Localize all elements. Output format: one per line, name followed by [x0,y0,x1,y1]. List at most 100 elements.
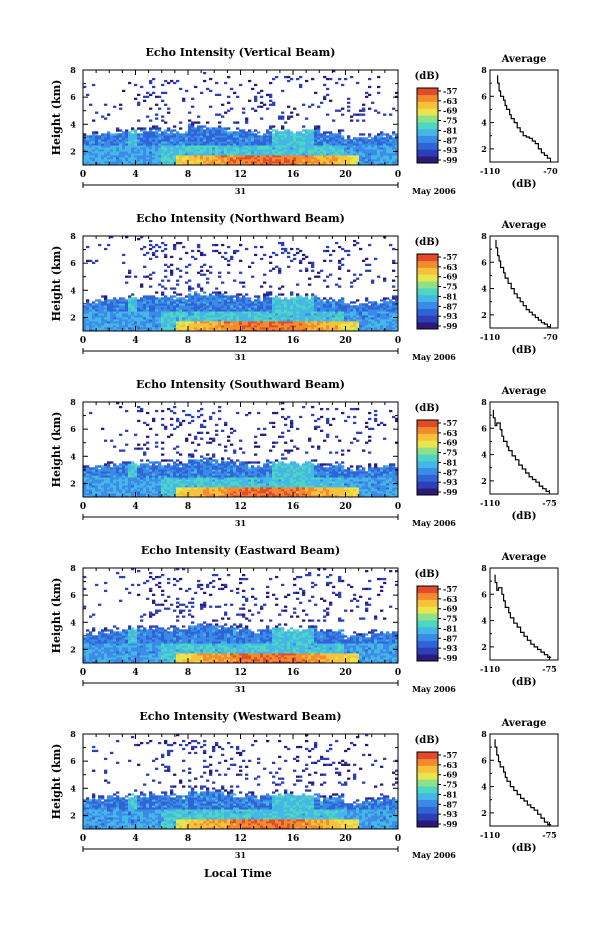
heatmap-cell [101,495,105,498]
heatmap-cell [356,321,360,324]
heatmap-cell [392,323,396,326]
heatmap-cell [152,475,156,478]
heatmap-cell [134,297,138,300]
heatmap-cell [116,163,120,166]
heatmap-cell [125,327,129,330]
heatmap-cell [104,149,108,152]
heatmap-cell [197,301,201,304]
heatmap-cell [137,119,141,122]
heatmap-cell [107,327,111,330]
heatmap-cell [314,143,318,146]
heatmap-cell [164,131,168,134]
heatmap-cell [146,469,150,472]
heatmap-cell [170,487,174,490]
heatmap-cell [131,487,135,490]
heatmap-cell [278,271,282,274]
heatmap-cell [176,299,180,302]
heatmap-cell [107,159,111,162]
heatmap-cell [83,137,87,140]
heatmap-cell [101,469,105,472]
heatmap-cell [167,481,171,484]
heatmap-cell [230,155,234,158]
heatmap-cell [89,483,93,486]
heatmap-cell [206,129,210,132]
heatmap-cell [200,129,204,132]
heatmap-cell [320,303,324,306]
heatmap-cell [176,419,180,423]
heatmap-cell [131,477,135,480]
heatmap-cell [341,135,345,138]
heatmap-cell [245,135,249,138]
heatmap-cell [101,115,105,118]
heatmap-cell [287,313,291,316]
heatmap-cell [122,315,126,318]
heatmap-cell [191,97,195,100]
heatmap-cell [200,303,204,306]
heatmap-cell [149,129,153,132]
heatmap-cell [218,299,222,302]
heatmap-cell [197,327,201,330]
heatmap-cell [92,329,96,332]
heatmap-cell [149,243,153,247]
heatmap-cell [269,161,273,164]
colorbar-tick-label: -63 [443,262,458,272]
heatmap-cell [95,471,99,474]
heatmap-cell [194,301,198,304]
heatmap-cell [329,309,333,312]
heatmap-cell [170,297,174,300]
heatmap-cell [212,153,216,156]
heatmap-cell [236,325,240,328]
heatmap-cell [320,329,324,332]
heatmap-cell [158,129,162,132]
heatmap-cell [188,305,192,308]
heatmap-cell [338,259,342,263]
heatmap-cell [221,133,225,136]
heatmap-cell [134,475,138,478]
heatmap-cell [116,313,120,316]
heatmap-cell [317,305,321,308]
heatmap-cell [131,161,135,164]
heatmap-cell [320,315,324,318]
heatmap-cell [254,307,258,310]
heatmap-cell [332,153,336,156]
heatmap-cell [269,299,273,302]
heatmap-cell [152,253,156,257]
heatmap-cell [83,495,87,498]
heatmap-cell [293,135,297,138]
heatmap-cell [92,485,96,488]
heatmap-cell [203,297,207,300]
heatmap-cell [83,485,87,488]
heatmap-cell [98,487,102,490]
heatmap-cell [338,317,342,320]
heatmap-cell [320,299,324,302]
heatmap-cell [101,483,105,486]
heatmap-cell [89,141,93,144]
heatmap-cell [380,139,384,142]
heatmap-cell [146,489,150,492]
heatmap-cell [377,313,381,316]
heatmap-cell [197,329,201,332]
heatmap-cell [299,157,303,160]
heatmap-cell [176,151,180,154]
heatmap-cell [107,487,111,490]
heatmap-cell [359,139,363,142]
heatmap-cell [158,149,162,152]
heatmap-cell [266,315,270,318]
heatmap-cell [353,307,357,310]
heatmap-cell [359,109,363,112]
heatmap-cell [356,241,360,245]
heatmap-cell [194,303,198,306]
heatmap-cell [257,145,261,148]
heatmap-cell [341,157,345,160]
heatmap-cell [200,135,204,138]
heatmap-cell [347,321,351,324]
heatmap-cell [176,479,180,482]
heatmap-cell [119,487,123,490]
heatmap-cell [137,127,141,130]
heatmap-cell [179,463,183,466]
heatmap-cell [317,325,321,328]
heatmap-cell [185,133,189,136]
heatmap-cell [107,141,111,144]
heatmap-cell [179,137,183,140]
heatmap-cell [299,325,303,328]
